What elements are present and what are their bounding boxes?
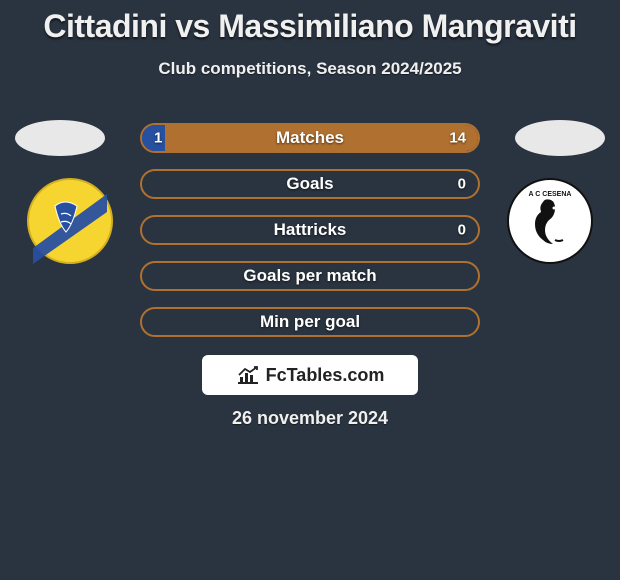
- stat-label: Matches: [276, 128, 344, 148]
- stat-bar: Goals 0: [140, 169, 480, 199]
- stat-value-left: 1: [154, 130, 162, 147]
- stat-bar: Hattricks 0: [140, 215, 480, 245]
- page-title: Cittadini vs Massimiliano Mangraviti: [0, 8, 620, 45]
- player-avatar-right: [515, 120, 605, 156]
- chart-icon: [236, 365, 260, 385]
- club-badge-left: [27, 178, 113, 264]
- stat-label: Hattricks: [274, 220, 347, 240]
- stat-value-right: 0: [458, 176, 466, 193]
- stat-label: Goals per match: [243, 266, 376, 286]
- club-logo-right-icon: A C CESENA: [507, 178, 593, 264]
- page-subtitle: Club competitions, Season 2024/2025: [0, 59, 620, 79]
- stat-value-right: 0: [458, 222, 466, 239]
- svg-text:A C CESENA: A C CESENA: [529, 191, 572, 198]
- stats-panel: 1 Matches 14 Goals 0 Hattricks 0 Goals per matc…: [140, 123, 480, 353]
- footer-date: 26 november 2024: [0, 408, 620, 429]
- stat-label: Goals: [286, 174, 333, 194]
- club-badge-right: A C CESENA: [507, 178, 593, 264]
- club-logo-left-icon: [27, 178, 113, 264]
- stat-bar: 1 Matches 14: [140, 123, 480, 153]
- stat-value-right: 14: [449, 130, 466, 147]
- stat-bar: Goals per match: [140, 261, 480, 291]
- brand-text: FcTables.com: [266, 365, 385, 386]
- stat-label: Min per goal: [260, 312, 360, 332]
- player-avatar-left: [15, 120, 105, 156]
- stat-bar: Min per goal: [140, 307, 480, 337]
- brand-badge: FcTables.com: [202, 355, 418, 395]
